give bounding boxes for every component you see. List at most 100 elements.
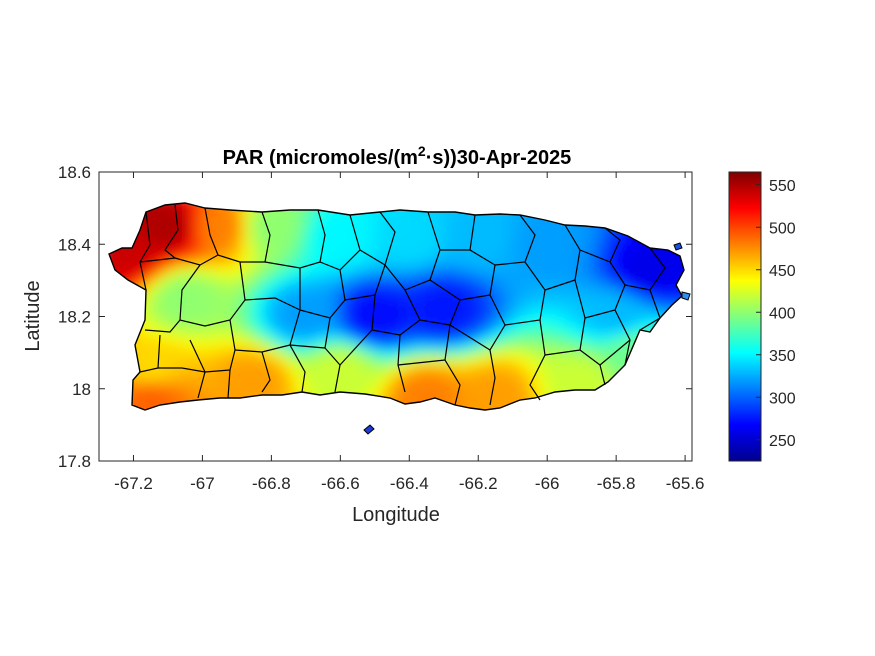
heatmap-cell (160, 207, 167, 214)
heatmap-cell (544, 321, 551, 328)
heatmap-cell (328, 231, 335, 238)
heatmap-cell (328, 339, 335, 346)
heatmap-cell (286, 357, 293, 364)
heatmap-cell (544, 339, 551, 346)
heatmap-cell (292, 249, 299, 256)
heatmap-cell (190, 357, 197, 364)
heatmap-cell (394, 339, 401, 346)
heatmap-cell (604, 291, 611, 298)
heatmap-cell (274, 237, 281, 244)
heatmap-cell (250, 255, 257, 262)
heatmap-cell (424, 369, 431, 376)
heatmap-cell (454, 357, 461, 364)
heatmap-cell (220, 243, 227, 250)
heatmap-cell (580, 249, 587, 256)
heatmap-cell (532, 261, 539, 268)
heatmap-cell (478, 363, 485, 370)
heatmap-cell (142, 399, 149, 406)
heatmap-cell (442, 387, 449, 394)
heatmap-cell (478, 309, 485, 316)
heatmap-cell (214, 393, 221, 400)
heatmap-cell (568, 237, 575, 244)
heatmap-cell (376, 231, 383, 238)
heatmap-cell (550, 345, 557, 352)
heatmap-cell (196, 309, 203, 316)
heatmap-cell (166, 273, 173, 280)
heatmap-cell (160, 381, 167, 388)
heatmap-cell (460, 243, 467, 250)
heatmap-cell (184, 203, 191, 208)
heatmap-cell (304, 291, 311, 298)
heatmap-cell (280, 375, 287, 382)
heatmap-cell (130, 267, 137, 274)
heatmap-cell (172, 237, 179, 244)
heatmap-cell (250, 369, 257, 376)
heatmap-cell (604, 273, 611, 280)
heatmap-cell (550, 231, 557, 238)
heatmap-cell (316, 321, 323, 328)
heatmap-cell (160, 225, 167, 232)
heatmap-cell (226, 237, 233, 244)
heatmap-cell (556, 267, 563, 274)
heatmap-cell (580, 339, 587, 346)
heatmap-cell (496, 237, 503, 244)
heatmap-cell (562, 297, 569, 304)
heatmap-cell (250, 285, 257, 292)
heatmap-cell (244, 237, 251, 244)
heatmap-cell (418, 393, 425, 400)
heatmap-cell (532, 267, 539, 274)
heatmap-cell (184, 303, 191, 310)
heatmap-cell (184, 333, 191, 340)
heatmap-cell (472, 387, 479, 394)
heatmap-cell (268, 321, 275, 328)
heatmap-cell (616, 327, 623, 334)
heatmap-cell (208, 315, 215, 322)
heatmap-cell (160, 285, 167, 292)
heatmap-cell (568, 345, 575, 352)
heatmap-cell (550, 255, 557, 262)
heatmap-cell (442, 267, 449, 274)
heatmap-cell (262, 363, 269, 370)
heatmap-cell (352, 261, 359, 268)
heatmap-cell (202, 231, 209, 238)
heatmap-cell (208, 249, 215, 256)
heatmap-cell (562, 279, 569, 286)
heatmap-cell (190, 309, 197, 316)
heatmap-cell (478, 225, 485, 232)
heatmap-cell (256, 339, 263, 346)
heatmap-cell (478, 351, 485, 358)
heatmap-cell (418, 297, 425, 304)
heatmap-cell (526, 315, 533, 322)
heatmap-cell (430, 273, 437, 280)
heatmap-cell (592, 321, 599, 328)
heatmap-cell (136, 399, 143, 406)
heatmap-cell (382, 255, 389, 262)
heatmap-cell (130, 393, 137, 400)
heatmap-cell (394, 237, 401, 244)
heatmap-cell (238, 387, 245, 394)
heatmap-cell (598, 231, 605, 238)
heatmap-cell (496, 363, 503, 370)
heatmap-cell (244, 369, 251, 376)
heatmap-cell (496, 387, 503, 394)
heatmap-cell (160, 273, 167, 280)
heatmap-cell (592, 309, 599, 316)
heatmap-cell (382, 231, 389, 238)
heatmap-cell (298, 375, 305, 382)
heatmap-cell (442, 273, 449, 280)
heatmap-cell (148, 351, 155, 358)
heatmap-cell (316, 219, 323, 226)
heatmap-cell (502, 363, 509, 370)
heatmap-cell (610, 345, 617, 352)
heatmap-cell (556, 381, 563, 388)
heatmap-cell (364, 225, 371, 232)
heatmap-cell (478, 315, 485, 322)
heatmap-cell (208, 309, 215, 316)
heatmap-cell (610, 369, 617, 376)
heatmap-cell (274, 303, 281, 310)
heatmap-cell (388, 225, 395, 232)
heatmap-cell (472, 297, 479, 304)
heatmap-cell (388, 213, 395, 220)
heatmap-cell (664, 291, 671, 298)
heatmap-cell (358, 291, 365, 298)
